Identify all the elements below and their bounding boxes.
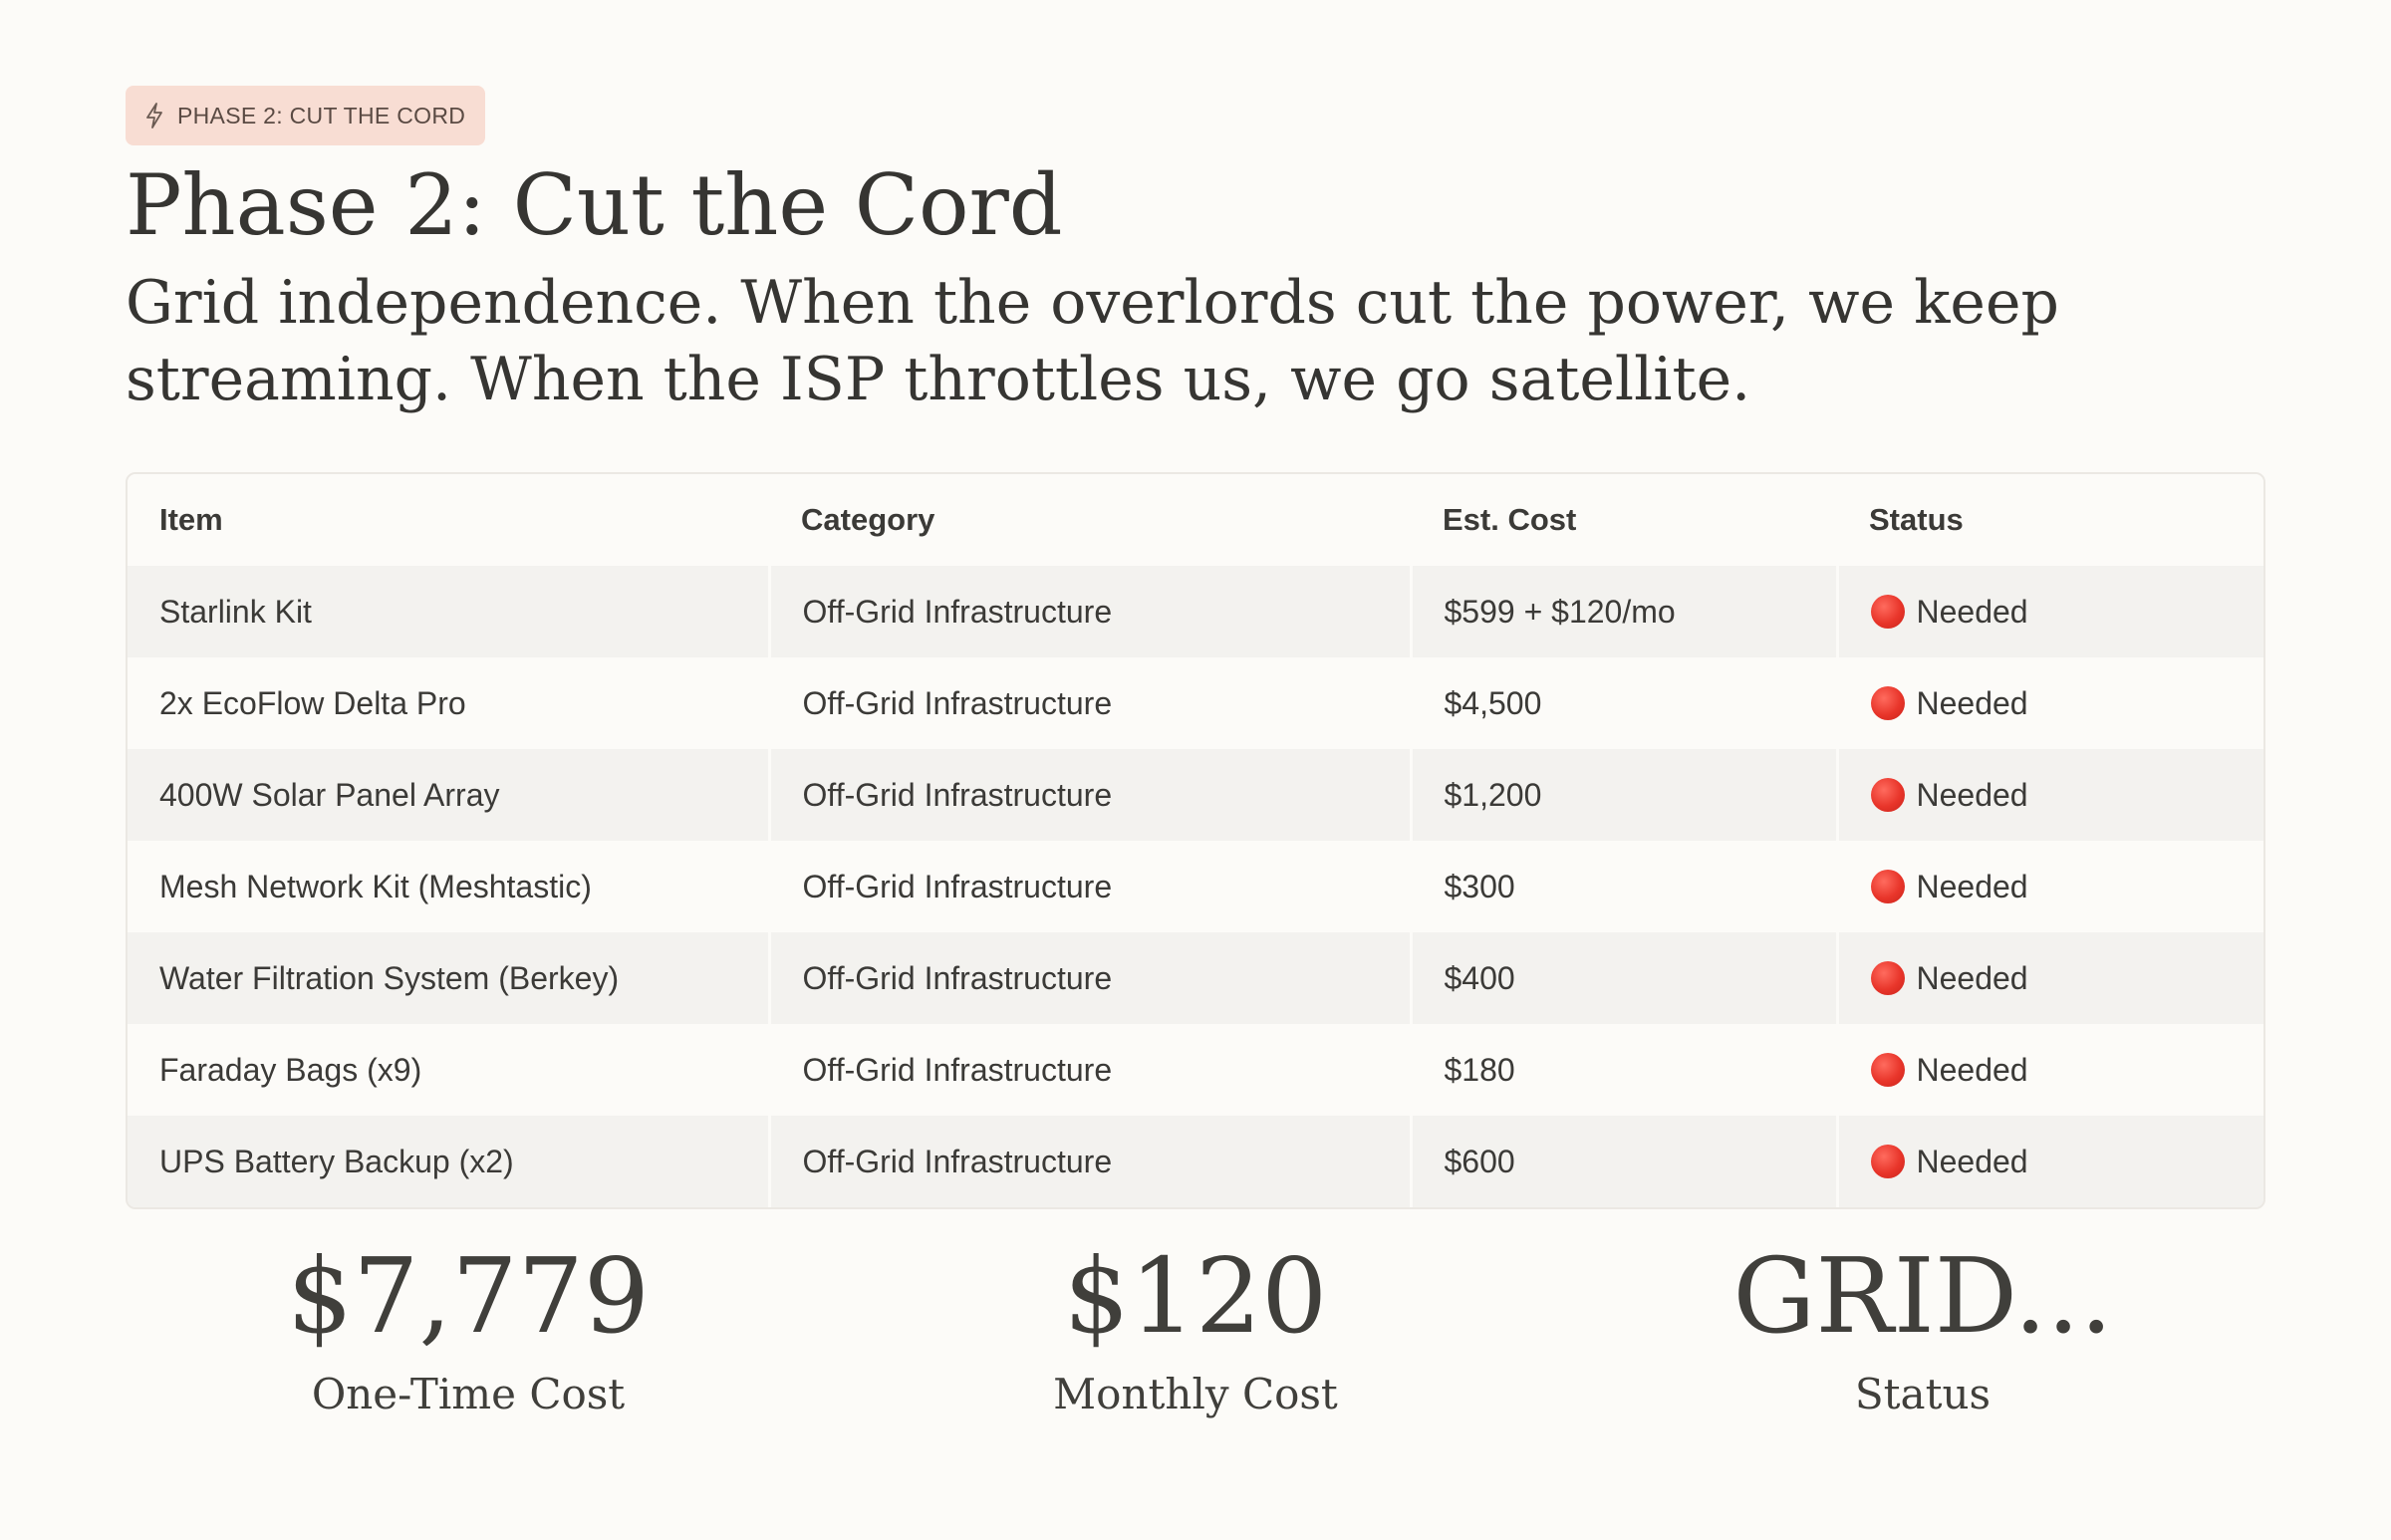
status-cell: Needed: [1835, 841, 2263, 932]
table-row: Mesh Network Kit (Meshtastic) Off-Grid I…: [128, 841, 2263, 932]
status-label: Needed: [1916, 776, 2028, 813]
page-title: Phase 2: Cut the Cord: [126, 156, 1063, 254]
category-cell: Off-Grid Infrastructure: [767, 1116, 1411, 1207]
column-header-cost: Est. Cost: [1411, 474, 1837, 566]
stat-label: Monthly Cost: [1053, 1370, 1338, 1418]
red-circle-icon: [1870, 686, 1905, 720]
summary-stats: $7,779 One-Time Cost $120 Monthly Cost G…: [126, 1231, 2265, 1450]
category-cell: Off-Grid Infrastructure: [767, 841, 1411, 932]
item-cell: Water Filtration System (Berkey): [128, 932, 769, 1024]
item-cell: 400W Solar Panel Array: [128, 749, 769, 841]
column-header-item: Item: [128, 474, 769, 566]
stat-value: $120: [1063, 1235, 1328, 1357]
cost-cell: $400: [1409, 932, 1837, 1024]
red-circle-icon: [1870, 870, 1905, 903]
lightning-icon: [145, 103, 163, 128]
red-circle-icon: [1870, 1145, 1905, 1178]
category-cell: Off-Grid Infrastructure: [767, 1024, 1411, 1116]
status-label: Needed: [1916, 1143, 2028, 1179]
cost-cell: $300: [1409, 841, 1837, 932]
red-circle-icon: [1870, 961, 1905, 995]
table-row: Water Filtration System (Berkey) Off-Gri…: [128, 932, 2263, 1024]
category-cell: Off-Grid Infrastructure: [767, 749, 1411, 841]
stat-value: $7,779: [287, 1235, 650, 1357]
stat-label: Status: [1854, 1370, 1992, 1418]
red-circle-icon: [1870, 595, 1905, 629]
status-label: Needed: [1916, 684, 2028, 721]
item-cell: 2x EcoFlow Delta Pro: [128, 657, 769, 749]
phase-badge: PHASE 2: CUT THE CORD: [126, 86, 486, 145]
cost-cell: $600: [1409, 1116, 1837, 1207]
category-cell: Off-Grid Infrastructure: [767, 657, 1411, 749]
page-subtitle: Grid independence. When the overlords cu…: [126, 268, 2059, 414]
status-label: Needed: [1916, 959, 2028, 996]
stat-status: GRID... Status: [1624, 1231, 2222, 1422]
table-row: Faraday Bags (x9) Off-Grid Infrastructur…: [128, 1024, 2263, 1116]
stat-value: GRID...: [1732, 1235, 2113, 1357]
items-table: Item Category Est. Cost Status Starlink …: [126, 472, 2265, 1209]
table-header-row: Item Category Est. Cost Status: [128, 474, 2263, 566]
item-cell: Mesh Network Kit (Meshtastic): [128, 841, 769, 932]
status-cell: Needed: [1835, 1116, 2263, 1207]
cost-cell: $599 + $120/mo: [1409, 566, 1837, 657]
status-cell: Needed: [1835, 1024, 2263, 1116]
red-circle-icon: [1870, 778, 1905, 812]
stat-monthly-cost: $120 Monthly Cost: [897, 1231, 1494, 1422]
cost-cell: $1,200: [1409, 749, 1837, 841]
stat-label: One-Time Cost: [311, 1370, 626, 1418]
table-row: 2x EcoFlow Delta Pro Off-Grid Infrastruc…: [128, 657, 2263, 749]
column-header-category: Category: [769, 474, 1411, 566]
status-cell: Needed: [1835, 657, 2263, 749]
status-cell: Needed: [1835, 566, 2263, 657]
status-label: Needed: [1916, 868, 2028, 904]
status-cell: Needed: [1835, 932, 2263, 1024]
red-circle-icon: [1870, 1053, 1905, 1087]
phase-page: PHASE 2: CUT THE CORD Phase 2: Cut the C…: [126, 86, 2265, 1418]
item-cell: Faraday Bags (x9): [128, 1024, 769, 1116]
item-cell: Starlink Kit: [128, 566, 769, 657]
stat-one-time-cost: $7,779 One-Time Cost: [169, 1231, 767, 1422]
category-cell: Off-Grid Infrastructure: [767, 566, 1411, 657]
table-row: Starlink Kit Off-Grid Infrastructure $59…: [128, 566, 2263, 657]
status-label: Needed: [1916, 593, 2028, 630]
status-cell: Needed: [1835, 749, 2263, 841]
table-row: UPS Battery Backup (x2) Off-Grid Infrast…: [128, 1116, 2263, 1207]
cost-cell: $4,500: [1409, 657, 1837, 749]
phase-badge-label: PHASE 2: CUT THE CORD: [177, 102, 466, 128]
table-row: 400W Solar Panel Array Off-Grid Infrastr…: [128, 749, 2263, 841]
status-label: Needed: [1916, 1051, 2028, 1088]
cost-cell: $180: [1409, 1024, 1837, 1116]
item-cell: UPS Battery Backup (x2): [128, 1116, 769, 1207]
category-cell: Off-Grid Infrastructure: [767, 932, 1411, 1024]
column-header-status: Status: [1837, 474, 2263, 566]
